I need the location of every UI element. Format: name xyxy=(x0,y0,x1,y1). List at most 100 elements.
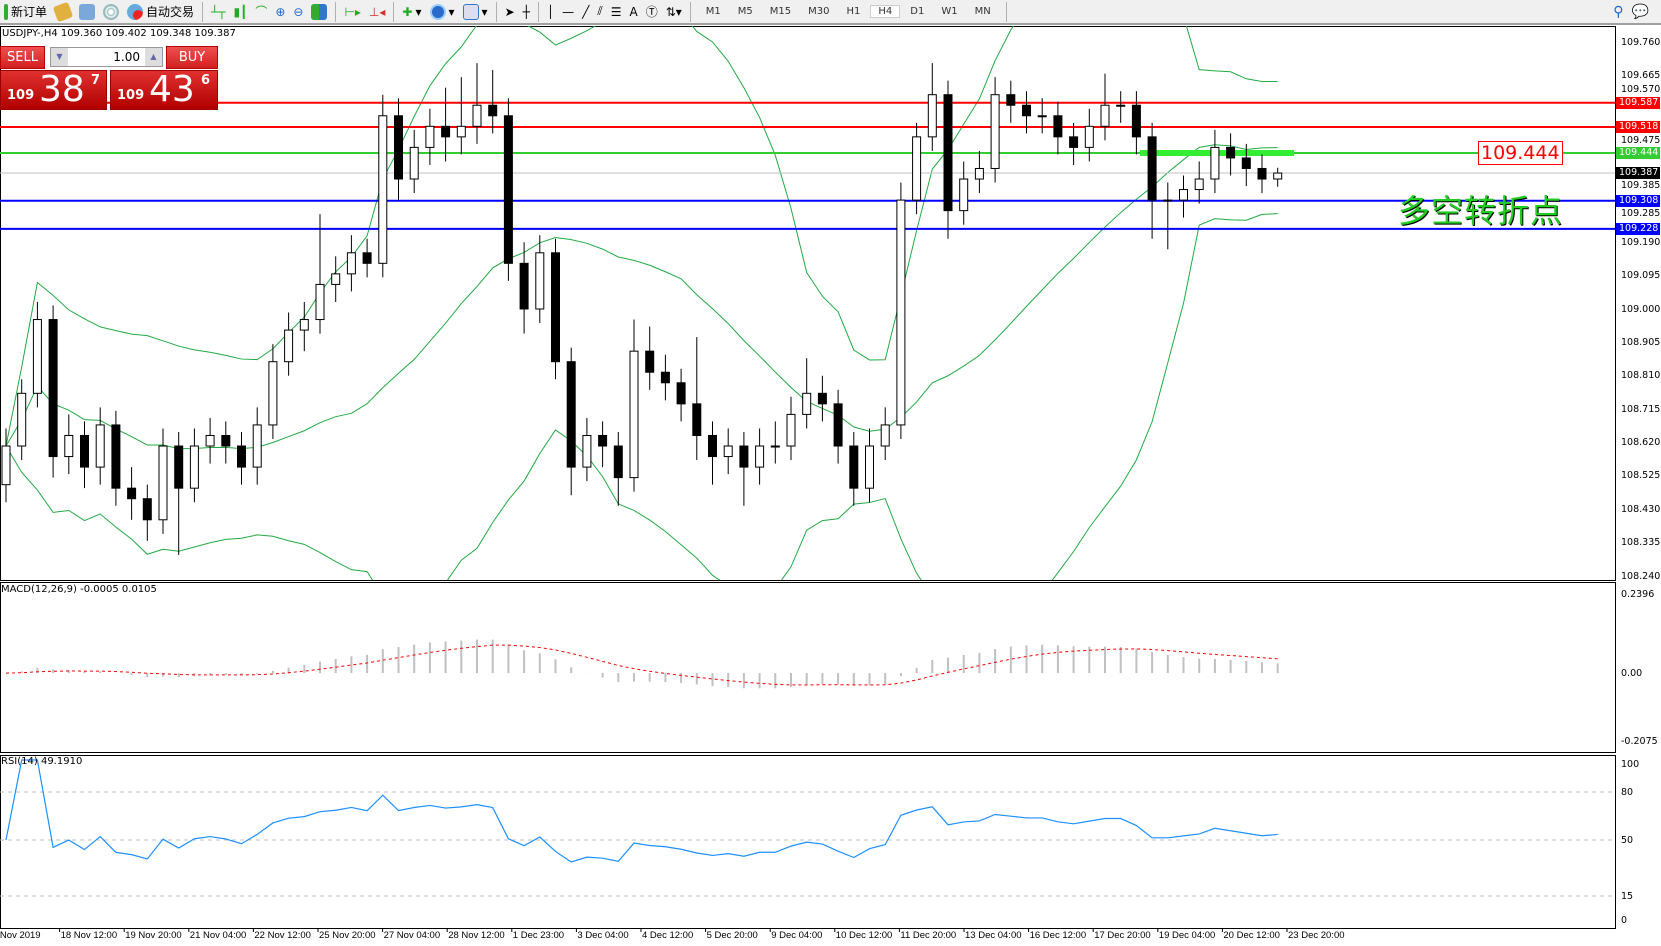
timeframe-d1[interactable]: D1 xyxy=(910,6,925,17)
new-order-button[interactable]: 新订单 xyxy=(0,1,51,23)
rsi-panel xyxy=(0,759,1615,897)
candle-body xyxy=(786,413,796,447)
price-tick-label: 108.430 xyxy=(1621,503,1661,515)
price-tick-label: 108.525 xyxy=(1621,470,1661,482)
dropdown-arrow-icon: ▾ xyxy=(448,4,455,19)
price-level-tag: 109.308 xyxy=(1616,194,1660,207)
crosshair-button[interactable]: ┼ xyxy=(519,1,534,23)
sell-button[interactable]: SELL xyxy=(0,46,45,69)
macd-tick-label: -0.2075 xyxy=(1621,735,1658,747)
timeframe-h4[interactable]: H4 xyxy=(870,5,901,18)
decrease-lot-icon[interactable]: ▼ xyxy=(51,48,68,66)
chat-button[interactable]: 💬 xyxy=(1628,1,1653,23)
pivot-text-annotation[interactable]: 多空转折点 xyxy=(1398,192,1564,230)
candle-body xyxy=(1116,104,1126,107)
candle-body xyxy=(1069,136,1079,148)
cursor-icon: ➤ xyxy=(504,4,515,19)
bollinger-lower xyxy=(5,213,1278,580)
macd-signal-line xyxy=(5,644,1278,686)
horizontal-line-button[interactable]: — xyxy=(558,1,578,23)
periods-button[interactable]: ▾ xyxy=(426,1,459,23)
auto-trading-icon xyxy=(127,3,144,20)
chart-shift-button[interactable]: ⊢▸ xyxy=(340,1,364,23)
text-icon: A xyxy=(629,4,638,19)
candlestick-chart-button[interactable]: ▮┃ xyxy=(229,1,251,23)
time-tick-label: 22 Nov 12:00 xyxy=(254,930,311,941)
candle-body xyxy=(755,445,765,468)
zoom-in-button[interactable]: ⊕ xyxy=(271,1,289,23)
candle-body xyxy=(582,434,592,468)
timeframe-m15[interactable]: M15 xyxy=(769,6,792,17)
price-level-tag: 109.228 xyxy=(1616,222,1660,235)
price-tick-label: 108.905 xyxy=(1621,336,1661,348)
sell-price-big-figure: 109 xyxy=(7,88,35,103)
timeframe-m5[interactable]: M5 xyxy=(737,6,753,17)
price-label-annotation[interactable]: 109.444 xyxy=(1478,141,1563,165)
candle-body xyxy=(1100,104,1110,127)
buy-price-button[interactable]: 109 43 6 xyxy=(110,70,218,110)
candle-body xyxy=(80,434,89,468)
equidistant-channel-button[interactable]: ⫽ xyxy=(593,1,606,23)
trendline-button[interactable]: ╱ xyxy=(578,1,593,23)
price-tick-label: 109.000 xyxy=(1621,303,1661,315)
navigator-button[interactable] xyxy=(75,1,99,23)
templates-button[interactable]: ▾ xyxy=(459,1,492,23)
sell-price-button[interactable]: 109 38 7 xyxy=(0,70,107,110)
dropdown-arrow-icon: ▾ xyxy=(415,4,422,19)
candle-body xyxy=(723,445,733,458)
arrows-icon: ⇅▾ xyxy=(665,4,682,19)
vertical-line-icon: │ xyxy=(546,4,555,19)
price-tick-label: 108.620 xyxy=(1621,437,1661,448)
increase-lot-icon[interactable]: ▲ xyxy=(145,48,162,66)
auto-trading-button[interactable]: 自动交易 xyxy=(123,1,198,23)
search-button[interactable]: ⚲ xyxy=(1609,1,1627,23)
price-tick-label: 109.285 xyxy=(1621,208,1661,220)
candle-body xyxy=(535,252,545,310)
zoom-out-button[interactable]: ⊖ xyxy=(289,1,307,23)
toolbar-separator xyxy=(689,1,691,22)
rsi-tick-label: 50 xyxy=(1621,834,1634,846)
signals-button[interactable] xyxy=(99,1,123,23)
fibonacci-icon: ☰ xyxy=(610,4,622,19)
fibonacci-button[interactable]: ☰ xyxy=(607,1,626,23)
candle-body xyxy=(1226,146,1236,159)
toolbar-separator xyxy=(1005,1,1007,22)
buy-button[interactable]: BUY xyxy=(166,46,218,69)
candle-body xyxy=(645,350,655,373)
line-chart-button[interactable]: ⌒ xyxy=(251,1,271,23)
timeframe-m30[interactable]: M30 xyxy=(808,6,830,17)
timeframe-h1[interactable]: H1 xyxy=(846,6,861,17)
macd-panel xyxy=(5,639,1279,689)
timeframe-m1[interactable]: M1 xyxy=(705,6,721,17)
price-tick-label: 108.240 xyxy=(1621,570,1661,582)
bar-chart-icon: ┴┬ xyxy=(211,4,226,19)
autoscroll-button[interactable]: ⊥◂ xyxy=(365,1,389,23)
timeframe-w1[interactable]: W1 xyxy=(941,6,958,17)
indicators-button[interactable]: ✚ ▾ xyxy=(398,1,425,23)
price-tick-label: 108.715 xyxy=(1621,403,1661,415)
time-tick-label: 20 Dec 12:00 xyxy=(1223,930,1280,941)
text-label-button[interactable]: Ⓣ xyxy=(642,1,662,23)
time-tick-label: 11 Dec 20:00 xyxy=(900,930,957,941)
price-level-tag: 109.518 xyxy=(1616,121,1660,134)
rsi-tick-label: 15 xyxy=(1621,890,1634,902)
candle-body xyxy=(912,136,922,201)
tile-windows-button[interactable] xyxy=(307,1,331,23)
text-button[interactable]: A xyxy=(625,1,641,23)
panel-border xyxy=(0,26,1616,581)
timeframe-mn[interactable]: MN xyxy=(974,6,991,17)
vertical-line-button[interactable]: │ xyxy=(543,1,558,23)
lot-size-stepper[interactable]: ▼ 1.00 ▲ xyxy=(50,47,163,67)
lot-size-input[interactable]: 1.00 xyxy=(113,50,140,64)
time-tick-label: 9 Dec 04:00 xyxy=(771,930,823,941)
arrows-button[interactable]: ⇅▾ xyxy=(662,1,686,23)
bar-chart-button[interactable]: ┴┬ xyxy=(207,1,229,23)
candle-body xyxy=(346,252,356,275)
time-tick-label: 13 Dec 04:00 xyxy=(965,930,1022,941)
cursor-button[interactable]: ➤ xyxy=(501,1,519,23)
candle-body xyxy=(221,434,231,447)
candles xyxy=(1,63,1283,555)
candle-body xyxy=(1006,94,1016,106)
candle-body xyxy=(456,125,466,138)
